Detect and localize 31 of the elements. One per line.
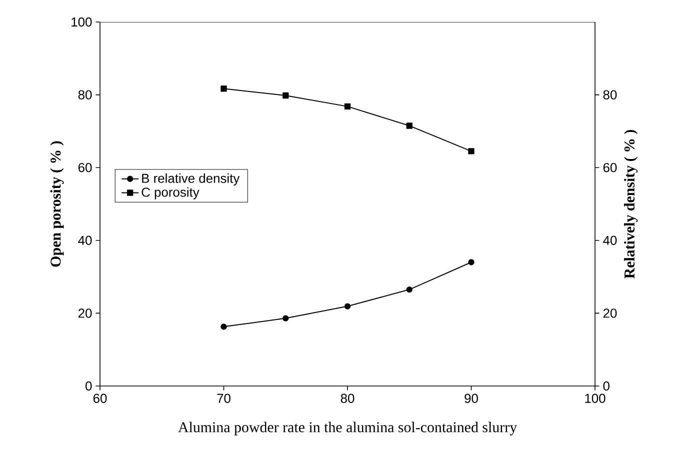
x-tick-label: 90 (464, 394, 478, 403)
y-tick-label: 60 (78, 163, 92, 172)
x-tick-label: 60 (93, 394, 107, 403)
y2-tick-label: 40 (603, 236, 617, 245)
y2-tick-label: 80 (603, 90, 617, 100)
y2-tick-label: 20 (603, 308, 617, 318)
point (220, 86, 227, 92)
point (344, 303, 351, 310)
legend-label: B relative density (142, 173, 240, 186)
x-tick-label: 70 (217, 394, 230, 403)
x-axis-title: Alumina powder rate in the alumina sol-contained slurry (178, 422, 518, 436)
y-axis-title: Open porosity ( % ) (50, 141, 64, 267)
point (220, 324, 227, 330)
y-tick-label: 40 (78, 236, 92, 245)
y-tick-label: 20 (78, 308, 92, 318)
point (468, 148, 474, 154)
point (344, 103, 351, 110)
point (468, 259, 474, 266)
y-tick-label: 100 (72, 17, 92, 27)
y2-tick-label: 0 (603, 381, 610, 391)
point (406, 122, 412, 129)
y-tick-label: 80 (78, 90, 92, 100)
point (406, 286, 412, 293)
legend-label: C porosity (142, 187, 200, 200)
point (282, 92, 289, 99)
y2-axis-title: Relatively density ( % ) (624, 130, 638, 278)
x-tick-label: 80 (340, 394, 354, 403)
x-tick-label: 100 (585, 394, 606, 403)
y-tick-label: 0 (86, 381, 92, 391)
point (282, 315, 289, 322)
y2-tick-label: 60 (603, 163, 617, 172)
